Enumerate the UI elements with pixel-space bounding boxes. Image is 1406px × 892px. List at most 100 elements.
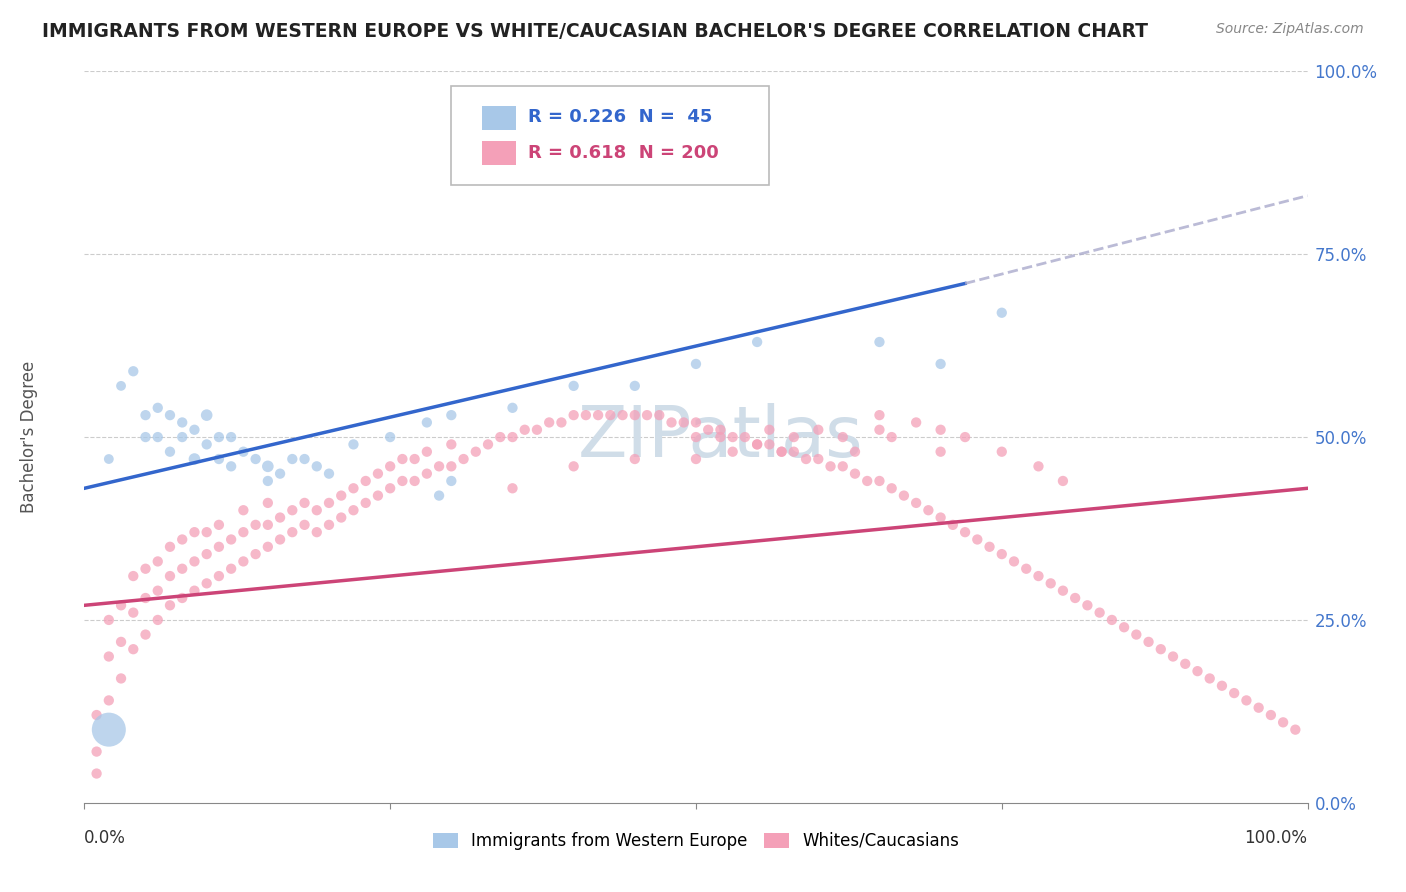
Point [97,693,120,707]
Point [135,627,157,641]
Point [146,430,169,444]
Point [135,591,157,605]
Point [269,533,291,547]
Point [1052,474,1074,488]
Point [807,452,830,467]
Point [869,474,891,488]
Point [367,489,389,503]
Point [367,467,389,481]
Point [232,503,254,517]
Point [159,408,181,422]
Point [453,452,475,467]
Point [758,423,780,437]
Point [747,437,769,451]
Point [526,423,548,437]
Point [1002,554,1025,568]
Point [97,649,120,664]
Point [208,452,231,467]
Point [269,467,291,481]
Point [1015,562,1038,576]
Point [477,437,499,451]
Point [354,474,377,488]
Text: Source: ZipAtlas.com: Source: ZipAtlas.com [1216,22,1364,37]
Point [97,452,120,467]
Point [464,444,486,458]
Point [1114,620,1136,634]
Point [219,459,242,474]
Text: R = 0.226  N =  45: R = 0.226 N = 45 [529,109,713,127]
Point [245,452,267,467]
Point [538,416,561,430]
Point [831,430,853,444]
Point [122,569,145,583]
Point [1260,708,1282,723]
Point [562,408,585,422]
Point [661,416,683,430]
Text: 0.0%: 0.0% [84,829,127,847]
Point [1198,672,1220,686]
Point [1284,723,1306,737]
Point [172,430,194,444]
Point [122,364,145,378]
Point [721,444,744,458]
Point [489,430,512,444]
Point [807,423,830,437]
Point [917,503,939,517]
Point [404,474,426,488]
Point [380,459,402,474]
Point [562,379,585,393]
Point [219,562,242,576]
Point [929,423,952,437]
Point [831,459,853,474]
Point [427,459,450,474]
Point [86,745,108,759]
Point [1236,693,1258,707]
Point [1223,686,1246,700]
Point [685,416,707,430]
Point [183,554,205,568]
Point [110,379,132,393]
Point [86,708,108,723]
Point [232,444,254,458]
Point [856,474,879,488]
FancyBboxPatch shape [482,106,516,130]
Point [110,635,132,649]
Point [305,503,328,517]
Point [195,547,218,561]
Point [440,437,463,451]
Point [979,540,1001,554]
Point [135,408,157,422]
Point [1052,583,1074,598]
Point [380,430,402,444]
Point [305,525,328,540]
Point [820,459,842,474]
Point [380,481,402,495]
Point [294,517,316,532]
Point [404,452,426,467]
Point [636,408,658,422]
Point [183,525,205,540]
Point [257,474,280,488]
Point [966,533,988,547]
Point [991,444,1014,458]
Point [502,401,524,415]
Point [281,452,304,467]
Point [1161,649,1184,664]
Point [232,554,254,568]
Point [159,599,181,613]
Point [146,401,169,415]
Point [734,430,756,444]
Point [721,430,744,444]
Point [257,459,280,474]
Point [159,540,181,554]
Point [172,533,194,547]
Point [575,408,598,422]
Point [342,503,364,517]
Point [269,510,291,524]
Point [305,459,328,474]
Point [893,489,915,503]
Point [146,613,169,627]
Point [905,416,928,430]
Point [709,430,731,444]
Point [1028,569,1050,583]
